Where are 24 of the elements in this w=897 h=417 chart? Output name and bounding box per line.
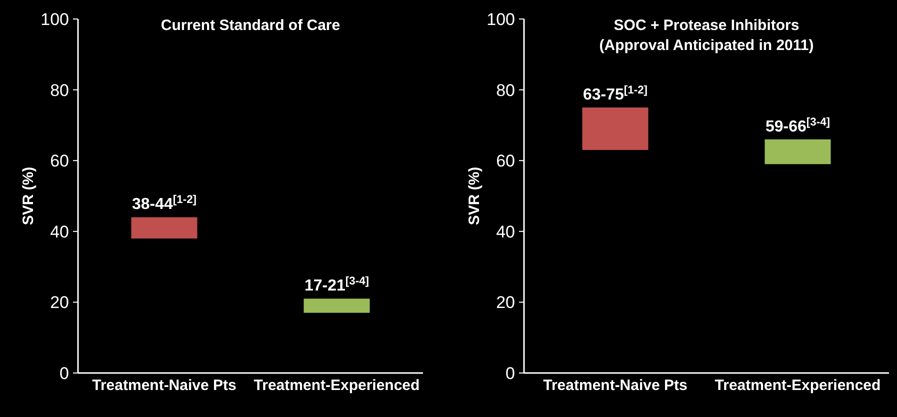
chart-title: Current Standard of Care [160,17,340,34]
x-tick-label: Treatment-Naive Pts [543,377,688,394]
text: SOC + Protease Inhibitors (Approval Anticipated in 2011) [599,17,814,54]
y-tick-label: 80 [496,80,515,100]
x-tick-label: Treatment-Experienced [254,377,420,394]
y-tick-label: 80 [50,80,69,100]
y-axis-title: SVR (%) [466,166,483,226]
y-tick-label: 60 [50,152,69,171]
y-tick-label: 100 [486,10,515,29]
y-tick-label: 20 [50,293,69,312]
y-tick-label: 40 [50,222,69,242]
data-label: 59-66$^{[3-4]}$ [765,116,830,136]
y-tick-label: 0 [506,364,515,383]
y-tick-label: 40 [496,222,515,242]
y-tick-label: 60 [496,152,515,171]
y-tick-label: 20 [496,293,515,312]
y-tick-label: 100 [40,10,69,29]
y-tick-label: 0 [60,364,69,383]
x-tick-label: Treatment-Naive Pts [92,377,236,394]
data-label: 17-21$^{[3-4]}$ [304,276,370,295]
data-label: 63-75$^{[1-2]}$ [582,84,648,104]
data-label: 38-44$^{[1-2]}$ [132,194,197,214]
y-axis-title: SVR (%) [20,166,37,226]
x-tick-label: Treatment-Experienced [714,377,881,394]
